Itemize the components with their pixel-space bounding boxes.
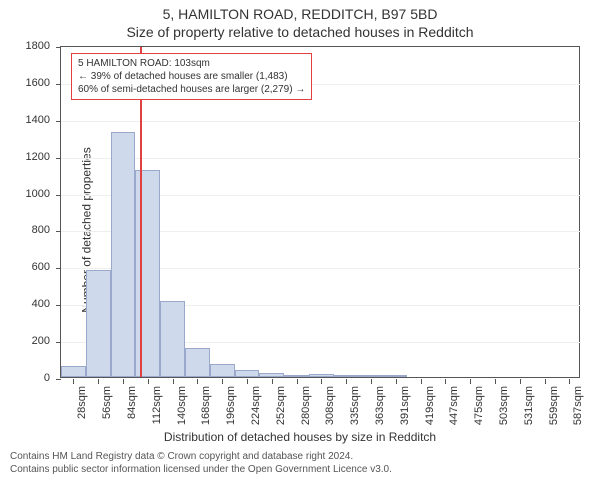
xtick-label: 112sqm — [151, 386, 163, 434]
histogram-bar — [61, 366, 86, 377]
xtick-mark — [569, 379, 570, 384]
xtick-label: 335sqm — [349, 386, 361, 434]
ytick-mark — [56, 268, 61, 269]
chart-title-line2: Size of property relative to detached ho… — [0, 24, 600, 40]
chart-title-line1: 5, HAMILTON ROAD, REDDITCH, B97 5BD — [0, 6, 600, 22]
ytick-mark — [56, 121, 61, 122]
annotation-line: 60% of semi-detached houses are larger (… — [78, 83, 305, 96]
xtick-mark — [98, 379, 99, 384]
histogram-bar — [86, 270, 111, 377]
xtick-mark — [445, 379, 446, 384]
histogram-bar — [383, 375, 408, 377]
chart-container: 5, HAMILTON ROAD, REDDITCH, B97 5BD Size… — [0, 0, 600, 500]
ytick-label: 200 — [0, 335, 50, 347]
xtick-mark — [371, 379, 372, 384]
xtick-label: 168sqm — [200, 386, 212, 434]
ytick-label: 1000 — [0, 188, 50, 200]
ytick-mark — [56, 305, 61, 306]
ytick-mark — [56, 158, 61, 159]
ytick-label: 1200 — [0, 151, 50, 163]
xtick-label: 475sqm — [473, 386, 485, 434]
ytick-mark — [56, 47, 61, 48]
xtick-mark — [123, 379, 124, 384]
footer-line2: Contains public sector information licen… — [10, 463, 590, 476]
xtick-label: 196sqm — [225, 386, 237, 434]
ytick-label: 1400 — [0, 114, 50, 126]
xtick-label: 559sqm — [548, 386, 560, 434]
ytick-mark — [56, 84, 61, 85]
xtick-mark — [545, 379, 546, 384]
xtick-mark — [346, 379, 347, 384]
xtick-mark — [197, 379, 198, 384]
histogram-bar — [185, 348, 210, 378]
xtick-label: 252sqm — [275, 386, 287, 434]
footer-line1: Contains HM Land Registry data © Crown c… — [10, 450, 590, 463]
xtick-label: 280sqm — [300, 386, 312, 434]
xtick-label: 587sqm — [572, 386, 584, 434]
xtick-label: 419sqm — [424, 386, 436, 434]
xtick-mark — [421, 379, 422, 384]
xtick-mark — [297, 379, 298, 384]
xtick-mark — [247, 379, 248, 384]
histogram-bar — [210, 364, 235, 377]
xtick-label: 224sqm — [250, 386, 262, 434]
xtick-mark — [73, 379, 74, 384]
xtick-mark — [520, 379, 521, 384]
ytick-label: 0 — [0, 372, 50, 384]
xtick-mark — [495, 379, 496, 384]
xtick-mark — [396, 379, 397, 384]
xtick-label: 308sqm — [324, 386, 336, 434]
histogram-bar — [235, 370, 260, 377]
histogram-bar — [284, 375, 309, 377]
xtick-label: 28sqm — [76, 386, 88, 434]
xtick-mark — [470, 379, 471, 384]
xtick-mark — [148, 379, 149, 384]
ytick-mark — [56, 342, 61, 343]
xtick-mark — [222, 379, 223, 384]
histogram-bar — [358, 375, 383, 377]
xtick-mark — [321, 379, 322, 384]
xtick-label: 363sqm — [374, 386, 386, 434]
histogram-bar — [259, 373, 284, 377]
histogram-bar — [333, 375, 358, 377]
plot-area: 5 HAMILTON ROAD: 103sqm← 39% of detached… — [60, 46, 580, 378]
xtick-label: 447sqm — [448, 386, 460, 434]
xtick-mark — [173, 379, 174, 384]
histogram-bar — [111, 132, 136, 377]
annotation-box: 5 HAMILTON ROAD: 103sqm← 39% of detached… — [71, 53, 312, 100]
ytick-label: 400 — [0, 298, 50, 310]
histogram-bar — [160, 301, 185, 377]
annotation-line: ← 39% of detached houses are smaller (1,… — [78, 70, 305, 83]
footer-attribution: Contains HM Land Registry data © Crown c… — [10, 450, 590, 476]
xtick-label: 56sqm — [101, 386, 113, 434]
ytick-mark — [56, 195, 61, 196]
ytick-label: 1600 — [0, 77, 50, 89]
xtick-label: 140sqm — [176, 386, 188, 434]
xtick-mark — [272, 379, 273, 384]
xtick-label: 531sqm — [523, 386, 535, 434]
xtick-label: 503sqm — [498, 386, 510, 434]
xtick-label: 391sqm — [399, 386, 411, 434]
ytick-label: 600 — [0, 261, 50, 273]
ytick-label: 1800 — [0, 40, 50, 52]
ytick-mark — [56, 231, 61, 232]
histogram-bar — [309, 374, 334, 377]
annotation-line: 5 HAMILTON ROAD: 103sqm — [78, 57, 305, 70]
ytick-label: 800 — [0, 224, 50, 236]
ytick-mark — [56, 379, 61, 380]
xtick-label: 84sqm — [126, 386, 138, 434]
